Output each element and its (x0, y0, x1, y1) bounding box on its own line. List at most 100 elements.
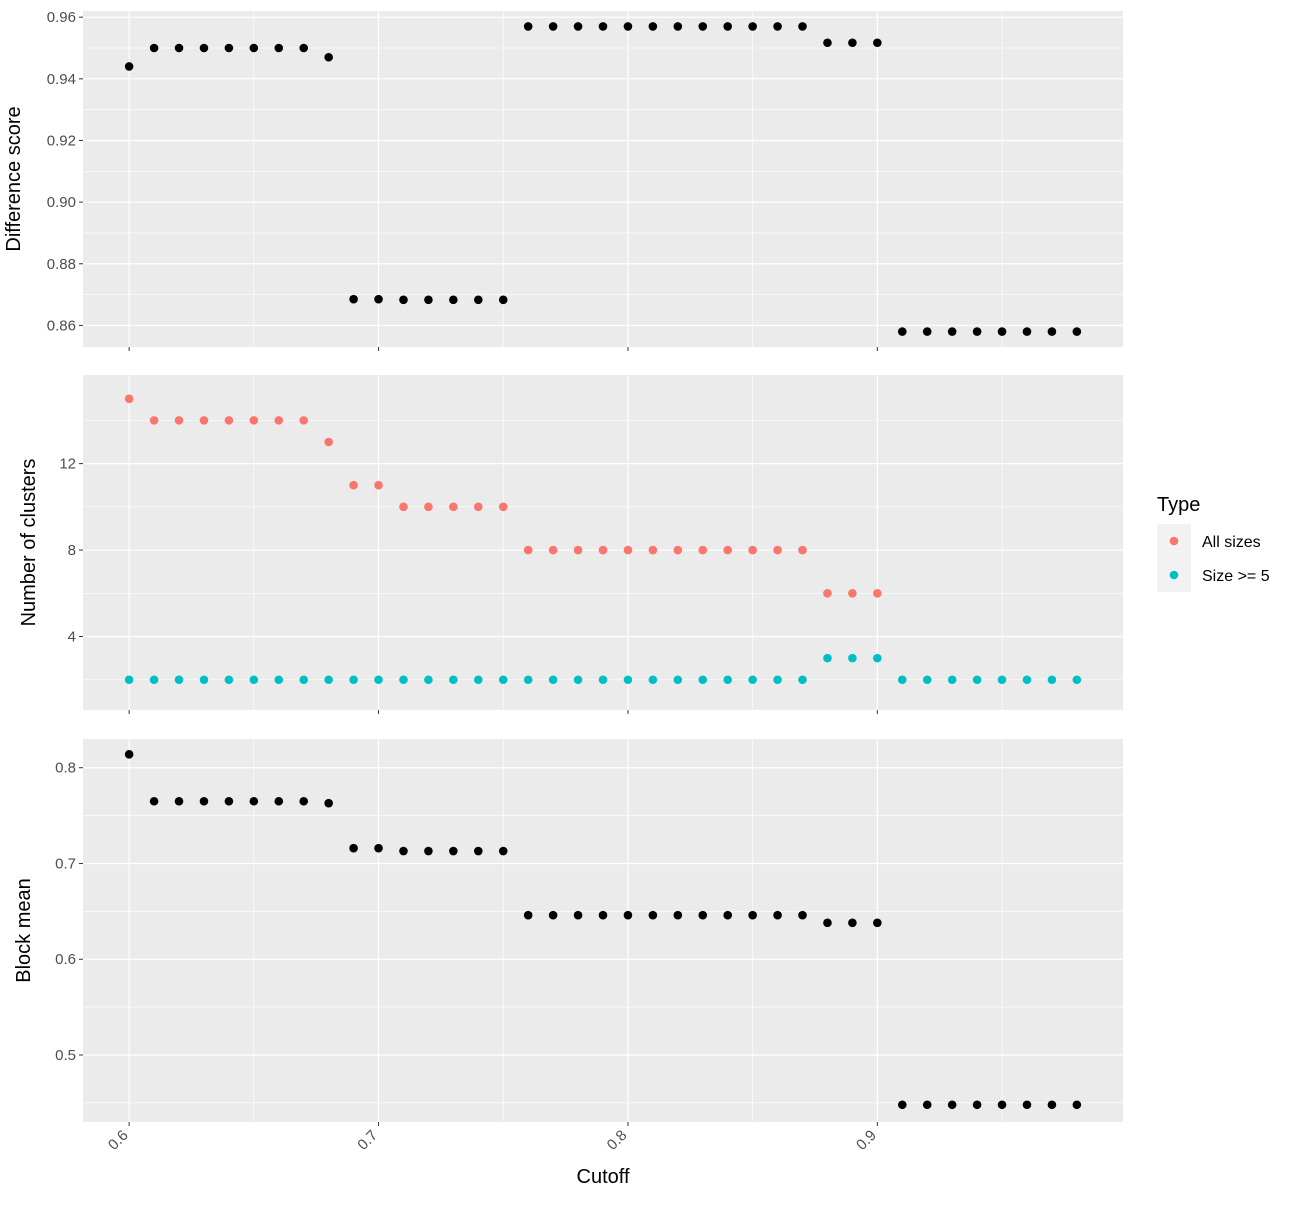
data-point (897, 1100, 907, 1110)
panel-middle: 4 8 12 Number of clusters (18, 375, 1123, 714)
series-points (124, 750, 1082, 1110)
data-point (274, 675, 284, 685)
data-point (723, 675, 733, 685)
data-point (1047, 1100, 1057, 1110)
y-axis-title: Difference score (3, 106, 25, 251)
data-point (473, 295, 483, 305)
data-point (673, 675, 683, 685)
legend-marker-all-sizes (1169, 536, 1179, 546)
data-point (124, 675, 134, 685)
data-point (149, 43, 159, 53)
y-tick-label: 12 (59, 456, 76, 473)
data-point (274, 43, 284, 53)
data-point (249, 796, 259, 806)
data-point (249, 416, 259, 425)
y-axis-title: Block mean (13, 878, 35, 983)
data-point (573, 22, 583, 31)
data-point (199, 675, 209, 685)
data-point (449, 295, 458, 305)
legend-label-size-ge-5: Size >= 5 (1202, 568, 1270, 585)
data-point (897, 327, 907, 336)
data-point (399, 675, 408, 685)
data-point (773, 910, 782, 920)
legend-title: Type (1157, 494, 1200, 516)
data-point (548, 675, 558, 685)
legend-marker-size-ge-5 (1169, 570, 1179, 580)
data-point (798, 675, 807, 685)
panel-top: 0.86 0.88 0.90 0.92 0.94 0.96 Difference score (3, 9, 1123, 351)
data-point (324, 675, 333, 685)
data-point (399, 502, 408, 512)
data-point (673, 910, 683, 920)
data-point (299, 43, 309, 53)
data-point (324, 437, 333, 447)
data-point (997, 327, 1007, 336)
data-point (523, 675, 533, 685)
data-point (199, 43, 209, 53)
data-point (972, 1100, 982, 1110)
data-point (449, 846, 458, 856)
data-point (374, 843, 383, 853)
data-point (773, 675, 782, 685)
data-point (523, 910, 533, 920)
y-tick-label: 4 (68, 629, 76, 646)
data-point (149, 796, 159, 806)
data-point (1072, 327, 1082, 336)
data-point (623, 675, 633, 685)
data-point (648, 22, 658, 31)
data-point (773, 545, 782, 555)
data-point (748, 545, 757, 555)
data-point (573, 675, 583, 685)
data-point (922, 1100, 932, 1110)
y-tick-label: 0.96 (47, 9, 76, 26)
y-tick-label: 0.8 (55, 760, 76, 777)
data-point (424, 675, 433, 685)
data-point (648, 910, 658, 920)
data-point (174, 416, 184, 425)
data-point (149, 675, 159, 685)
data-point (349, 843, 358, 853)
data-point (449, 502, 458, 512)
y-tick-label: 0.92 (47, 132, 76, 149)
data-point (748, 22, 757, 31)
data-point (648, 675, 658, 685)
data-point (424, 846, 433, 856)
x-axis-title: Cutoff (577, 1166, 630, 1188)
data-point (299, 416, 309, 425)
data-point (573, 545, 583, 555)
data-point (199, 796, 209, 806)
data-point (823, 588, 832, 598)
data-point (598, 675, 608, 685)
data-point (349, 675, 358, 685)
panel-background (83, 375, 1123, 710)
y-tick-label: 0.5 (55, 1047, 76, 1064)
data-point (947, 1100, 957, 1110)
data-point (124, 62, 134, 71)
data-point (673, 545, 683, 555)
panel-background (83, 11, 1123, 347)
data-point (249, 43, 259, 53)
data-point (598, 910, 608, 920)
data-point (723, 910, 733, 920)
data-point (648, 545, 658, 555)
y-tick-label: 0.86 (47, 317, 76, 334)
data-point (424, 295, 433, 305)
data-point (997, 1100, 1007, 1110)
data-point (249, 675, 259, 685)
data-point (374, 675, 383, 685)
data-point (798, 910, 807, 920)
data-point (399, 295, 408, 305)
data-point (723, 545, 733, 555)
data-point (623, 545, 633, 555)
data-point (748, 910, 757, 920)
data-point (374, 294, 383, 304)
data-point (523, 22, 533, 31)
data-point (947, 327, 957, 336)
data-point (498, 295, 508, 305)
y-axis-title: Number of clusters (18, 459, 40, 627)
data-point (224, 675, 234, 685)
data-point (224, 796, 234, 806)
